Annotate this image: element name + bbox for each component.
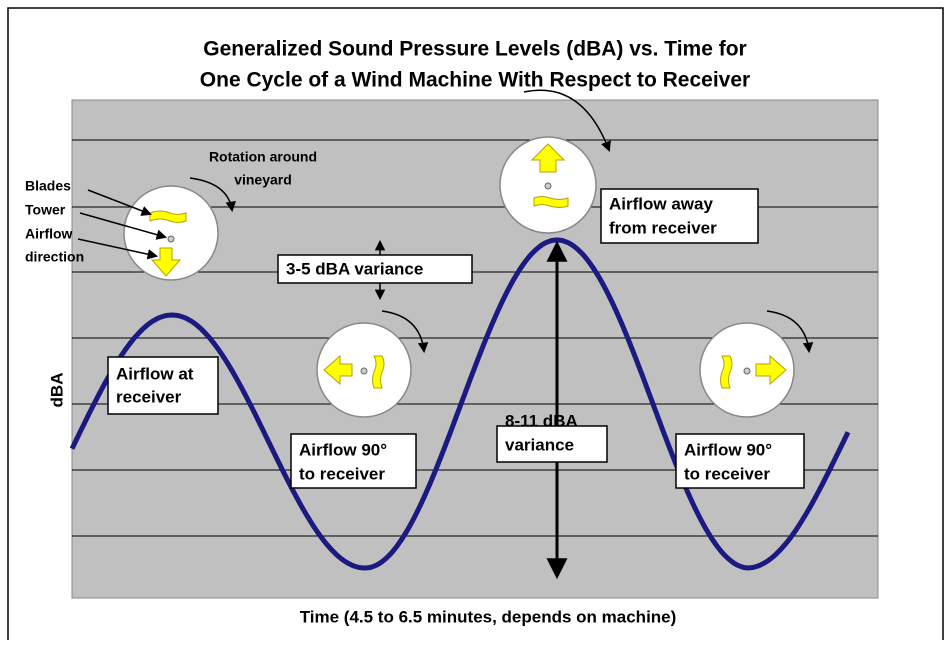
rotation-label: Rotation around bbox=[209, 149, 317, 165]
x-axis-label: Time (4.5 to 6.5 minutes, depends on mac… bbox=[300, 607, 677, 626]
rotation-label: vineyard bbox=[234, 172, 292, 188]
blades-label: Blades bbox=[25, 178, 71, 194]
annotation: Airflow 90° bbox=[299, 440, 387, 459]
annotation: receiver bbox=[116, 387, 182, 406]
title: One Cycle of a Wind Machine With Respect… bbox=[200, 69, 750, 92]
annotation: Airflow away bbox=[609, 194, 713, 213]
airflow-label: Airflow bbox=[25, 226, 73, 242]
annotation: Airflow at bbox=[116, 364, 194, 383]
y-axis-label: dBA bbox=[47, 373, 66, 408]
page: Generalized Sound Pressure Levels (dBA) … bbox=[0, 0, 951, 649]
title: Generalized Sound Pressure Levels (dBA) … bbox=[203, 38, 746, 61]
airflow-label: direction bbox=[25, 249, 84, 265]
annotation: 3-5 dBA variance bbox=[286, 259, 423, 278]
annotation: from receiver bbox=[609, 218, 717, 237]
annotation: Airflow 90° bbox=[684, 440, 772, 459]
annotation: variance bbox=[505, 435, 574, 454]
tower-label: Tower bbox=[25, 202, 66, 218]
annotation: 8-11 dBA bbox=[505, 411, 578, 430]
annotation: to receiver bbox=[299, 464, 385, 483]
annotation: to receiver bbox=[684, 464, 770, 483]
